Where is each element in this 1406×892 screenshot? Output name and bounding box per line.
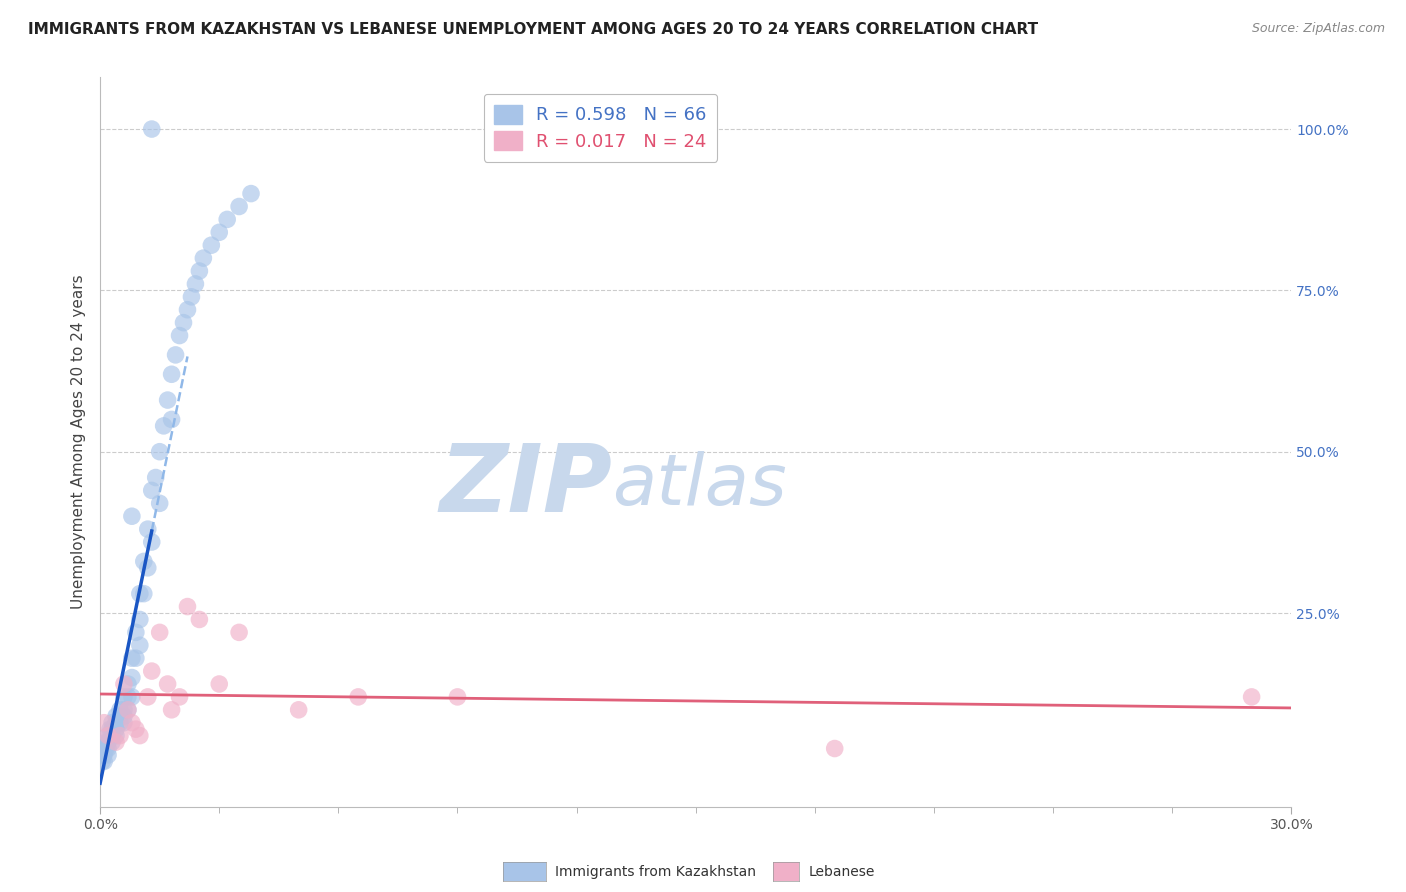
Point [141, 122, 163, 136]
Text: Immigrants from Kazakhstan: Immigrants from Kazakhstan [555, 865, 756, 880]
Point [121, 651, 143, 665]
Point [208, 677, 231, 691]
Point [176, 599, 198, 614]
Point [152, 418, 174, 433]
Point [108, 729, 131, 743]
Point [217, 212, 239, 227]
Point [108, 709, 131, 723]
Point [97, 747, 120, 762]
Point [112, 690, 135, 704]
Point [117, 677, 139, 691]
Point [184, 277, 207, 291]
Point [128, 638, 150, 652]
Point [240, 186, 263, 201]
Point [97, 729, 120, 743]
Text: Source: ZipAtlas.com: Source: ZipAtlas.com [1251, 22, 1385, 36]
Point [125, 651, 148, 665]
Point [125, 722, 148, 736]
Point [156, 393, 179, 408]
Point [108, 715, 131, 730]
Point [117, 703, 139, 717]
Point [193, 251, 215, 265]
Point [101, 722, 124, 736]
Point [128, 612, 150, 626]
Point [101, 735, 124, 749]
Point [101, 715, 124, 730]
Point [97, 729, 120, 743]
Text: Lebanese: Lebanese [808, 865, 875, 880]
Point [200, 238, 222, 252]
Point [93, 741, 115, 756]
Point [160, 412, 183, 426]
Point [105, 735, 128, 749]
Point [188, 264, 211, 278]
Point [228, 625, 250, 640]
Point [160, 703, 183, 717]
Text: ZIP: ZIP [440, 440, 613, 532]
Point [125, 625, 148, 640]
Point [132, 587, 155, 601]
Point [91, 755, 114, 769]
Point [149, 496, 172, 510]
Point [105, 722, 128, 736]
Point [180, 290, 202, 304]
Point [149, 444, 172, 458]
Point [112, 677, 135, 691]
Point [287, 703, 309, 717]
Point [105, 709, 128, 723]
Point [112, 709, 135, 723]
Point [169, 690, 191, 704]
Point [97, 735, 120, 749]
Point [188, 612, 211, 626]
Point [160, 368, 183, 382]
Point [169, 328, 191, 343]
Text: atlas: atlas [613, 451, 787, 520]
Point [132, 554, 155, 568]
Point [149, 625, 172, 640]
Point [136, 561, 159, 575]
Point [145, 470, 167, 484]
Point [112, 715, 135, 730]
Point [824, 741, 846, 756]
Point [121, 509, 143, 524]
Point [156, 677, 179, 691]
Text: IMMIGRANTS FROM KAZAKHSTAN VS LEBANESE UNEMPLOYMENT AMONG AGES 20 TO 24 YEARS CO: IMMIGRANTS FROM KAZAKHSTAN VS LEBANESE U… [28, 22, 1038, 37]
Point [136, 690, 159, 704]
Point [121, 671, 143, 685]
Point [94, 735, 117, 749]
Point [165, 348, 187, 362]
Point [141, 535, 163, 549]
Point [141, 664, 163, 678]
Point [93, 715, 115, 730]
Point [121, 715, 143, 730]
Point [112, 703, 135, 717]
Point [176, 302, 198, 317]
Point [173, 316, 195, 330]
Point [117, 703, 139, 717]
Point [93, 755, 115, 769]
Point [121, 690, 143, 704]
Point [105, 729, 128, 743]
Y-axis label: Unemployment Among Ages 20 to 24 years: Unemployment Among Ages 20 to 24 years [72, 275, 86, 609]
Point [1240, 690, 1263, 704]
Point [347, 690, 370, 704]
Point [208, 225, 231, 239]
Point [105, 715, 128, 730]
Legend: R = 0.598   N = 66, R = 0.017   N = 24: R = 0.598 N = 66, R = 0.017 N = 24 [484, 94, 717, 161]
Point [128, 729, 150, 743]
Point [141, 483, 163, 498]
Point [98, 722, 121, 736]
Point [136, 522, 159, 536]
Point [93, 747, 115, 762]
Point [97, 741, 120, 756]
Point [228, 199, 250, 213]
Point [108, 703, 131, 717]
Point [94, 741, 117, 756]
Point [101, 729, 124, 743]
Point [117, 690, 139, 704]
Point [446, 690, 468, 704]
Point [91, 747, 114, 762]
Point [128, 587, 150, 601]
